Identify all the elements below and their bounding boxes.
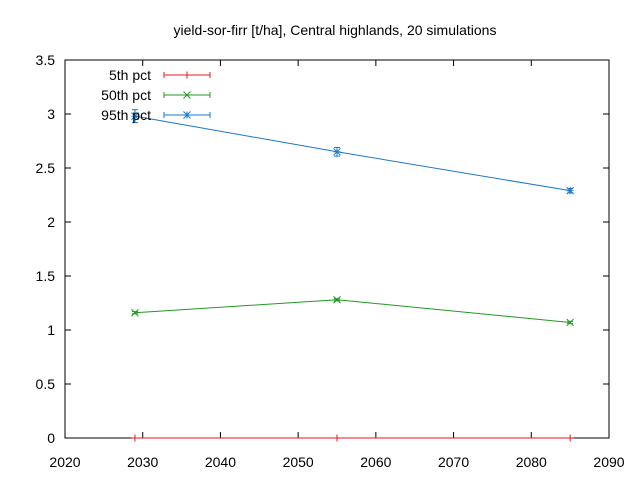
y-tick-label: 2.5 [36,160,56,176]
legend-label: 95th pct [101,107,151,123]
y-tick-label: 1 [47,322,55,338]
legend: 5th pct 50th pct 95th pct [101,67,211,123]
y-tick-label: 3 [47,106,55,122]
legend-entry: 5th pct [109,67,211,83]
chart-title: yield-sor-firr [t/ha], Central highlands… [174,22,497,38]
x-tick-label: 2020 [49,454,80,470]
legend-label: 5th pct [109,67,151,83]
x-tick-label: 2090 [593,454,624,470]
x-tick-label: 2070 [438,454,469,470]
data-point [333,295,341,304]
series-line [134,115,571,192]
y-tick-label: 0 [47,430,55,446]
series-layer [131,109,574,442]
y-tick-label: 2 [47,214,55,230]
data-point [566,318,574,327]
legend-entry: 95th pct [101,107,211,123]
data-point [131,308,139,317]
x-tick-label: 2040 [205,454,236,470]
data-point [333,147,341,156]
legend-entry: 50th pct [101,87,211,103]
legend-label: 50th pct [101,87,151,103]
series-line [134,299,571,323]
series-3 [131,109,574,195]
legend-marker [183,91,191,99]
y-tick-label: 3.5 [36,52,56,68]
y-tick-label: 1.5 [36,268,56,284]
legend-marker [183,111,191,119]
y-tick-label: 0.5 [36,376,56,392]
data-point [566,434,574,442]
x-tick-label: 2060 [360,454,391,470]
x-tick-label: 2080 [516,454,547,470]
axes: 0 0.5 1 1.5 2 2.5 3 3.5 2020 2030 2040 2050 2060 2070… [36,52,625,470]
data-point [131,434,139,442]
legend-marker [183,71,191,79]
x-tick-label: 2050 [283,454,314,470]
x-tick-label: 2030 [127,454,158,470]
data-point [131,112,139,121]
series-1 [131,434,574,442]
data-point [333,434,341,442]
series-2 [131,295,574,327]
data-point [566,186,574,195]
